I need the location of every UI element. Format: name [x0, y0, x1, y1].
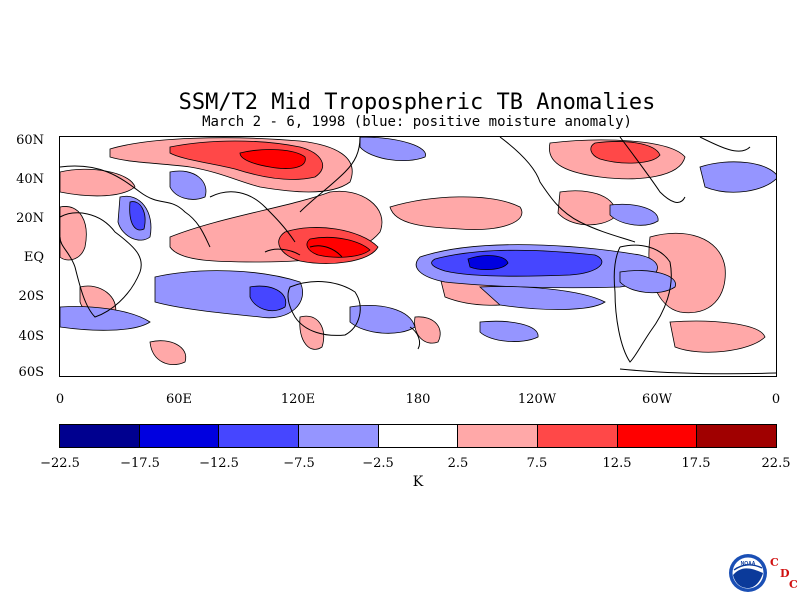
svg-text:NOAA: NOAA [741, 561, 756, 567]
anomaly-patch-australia-s [299, 315, 325, 350]
colorbar-segment [139, 425, 220, 447]
coastline-australia [287, 281, 361, 336]
anomaly-patch-europe [60, 168, 136, 197]
coastline-south-america [613, 244, 672, 363]
lon-label-120e: 120E [280, 392, 316, 407]
colorbar-label: −2.5 [362, 456, 394, 471]
colorbar-label: −22.5 [40, 456, 80, 471]
map-subtitle: March 2 - 6, 1998 (blue: positive moistu… [202, 114, 632, 130]
negative-anomaly-regions [60, 137, 776, 342]
anomaly-patch-s-america-w [619, 270, 676, 294]
colorbar [59, 424, 777, 448]
lat-label-60s: 60S [18, 365, 44, 380]
cdc-letter: C [789, 578, 798, 591]
lat-label-20n: 20N [16, 211, 44, 226]
map-title: SSM/T2 Mid Tropospheric TB Anomalies [178, 90, 656, 115]
anomaly-patch-w-pacific-peak [306, 236, 371, 258]
colorbar-segment [538, 425, 618, 447]
anomaly-patch-c-pacific [389, 196, 523, 230]
lon-label-0: 0 [55, 392, 65, 407]
colorbar-segment [697, 425, 777, 447]
anomaly-map-svg [60, 137, 776, 375]
anomaly-patch-n-asia-peak [239, 149, 306, 169]
anomaly-patch-africa-w [60, 206, 87, 261]
lat-label-eq: EQ [23, 250, 44, 265]
anomaly-patch-n-pacific [359, 137, 426, 162]
coastline-antarctica [619, 368, 776, 375]
coastline-north-america [499, 137, 686, 243]
lon-label-0-end: 0 [771, 392, 781, 407]
anomaly-patch-s-indian-ocean [60, 306, 151, 331]
anomaly-patch-e-pacific-core [431, 249, 603, 277]
anomaly-patch-central-america [609, 203, 659, 226]
anomaly-patch-n-atlantic-core [590, 141, 661, 164]
lon-label-120w: 120W [517, 392, 557, 407]
coastline-greenland [699, 137, 751, 152]
colorbar-label: 2.5 [447, 456, 469, 471]
anomaly-patch-s-ocean [669, 320, 766, 353]
anomaly-patch-s-pacific-2 [479, 286, 606, 310]
colorbar-segment [617, 425, 698, 447]
anomaly-patch-arabia-core [129, 201, 146, 231]
anomaly-patch-s-ocean-2 [349, 305, 416, 334]
colorbar-segment [299, 425, 379, 447]
anomaly-patch-atlantic [699, 161, 776, 193]
colorbar-label: 22.5 [761, 456, 791, 471]
lat-label-40n: 40N [16, 172, 44, 187]
coastline-nz [409, 326, 421, 350]
coastline-africa [60, 212, 142, 318]
anomaly-patch-e-pacific-peak [467, 255, 509, 271]
colorbar-label: 7.5 [526, 456, 548, 471]
cdc-letter: D [780, 567, 790, 580]
colorbar-segment [219, 425, 300, 447]
anomaly-patch-w-atlantic [557, 190, 616, 226]
colorbar-segment [378, 425, 459, 447]
anomaly-patch-c-asia [169, 170, 207, 200]
lat-label-60n: 60N [16, 133, 44, 148]
colorbar-label: −12.5 [199, 456, 239, 471]
anomaly-map [59, 136, 777, 377]
colorbar-segment [60, 425, 140, 447]
lat-label-40s: 40S [18, 329, 44, 344]
lat-label-20s: 20S [18, 289, 44, 304]
colorbar-unit: K [412, 474, 424, 490]
colorbar-segment [458, 425, 539, 447]
coastline-europe-asia [60, 137, 361, 248]
colorbar-label: 17.5 [681, 456, 711, 471]
anomaly-patch-s-indian [149, 340, 187, 366]
lon-label-180: 180 [405, 392, 431, 407]
colorbar-label: −17.5 [120, 456, 160, 471]
cdc-letter: C [770, 556, 779, 569]
coastlines [60, 137, 776, 375]
colorbar-label: 12.5 [602, 456, 632, 471]
lon-label-60e: 60E [165, 392, 193, 407]
colorbar-label: −7.5 [283, 456, 315, 471]
coastline-maritime-continent [264, 245, 343, 258]
lon-label-60w: 60W [642, 392, 672, 407]
anomaly-patch-s-pacific-3 [479, 320, 539, 342]
anomaly-patch-indian-core [249, 285, 287, 311]
anomaly-patch-nz [414, 316, 441, 344]
noaa-logo-icon: NOAA [729, 554, 767, 592]
